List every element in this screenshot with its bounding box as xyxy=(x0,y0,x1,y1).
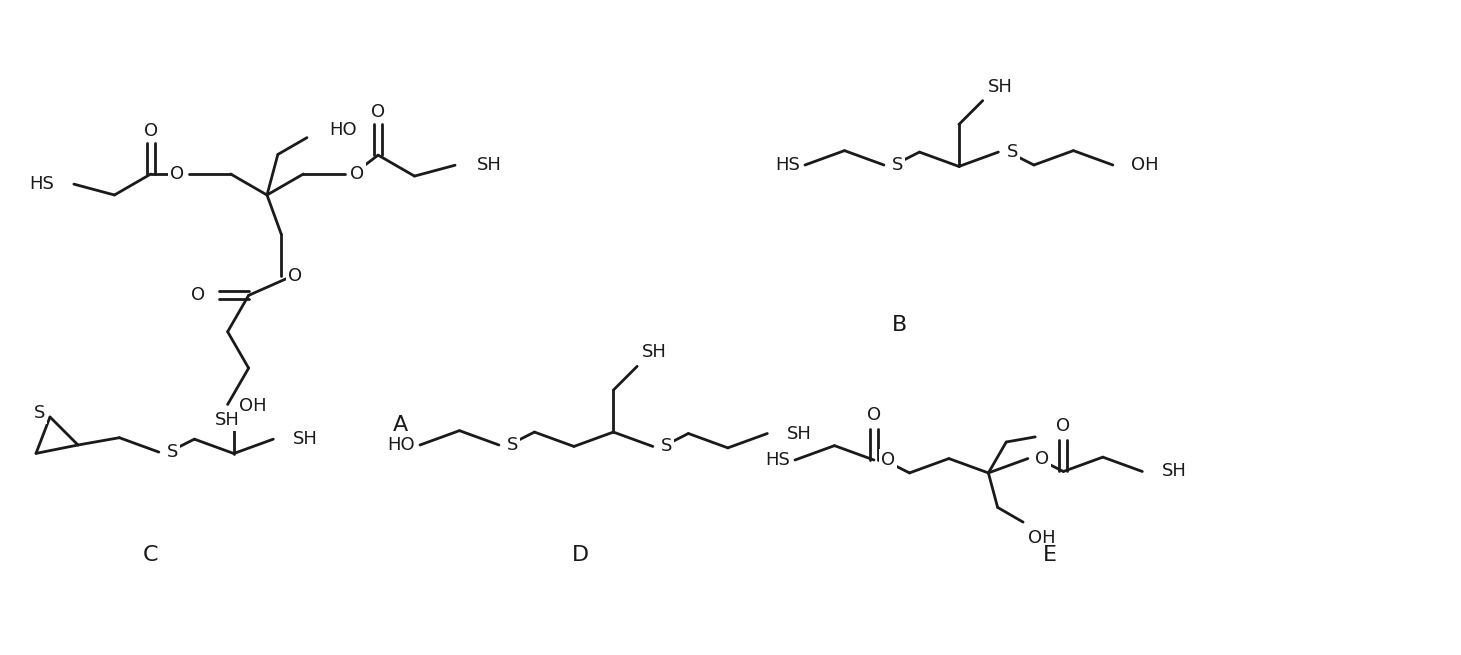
Text: A: A xyxy=(393,415,408,435)
Text: S: S xyxy=(167,443,178,461)
Text: O: O xyxy=(288,267,302,286)
Text: C: C xyxy=(142,545,158,565)
Text: B: B xyxy=(893,315,907,335)
Text: S: S xyxy=(662,438,672,455)
Text: O: O xyxy=(143,121,158,140)
Text: OH: OH xyxy=(1029,529,1056,547)
Text: OH: OH xyxy=(1131,156,1159,174)
Text: HO: HO xyxy=(329,121,356,139)
Text: D: D xyxy=(571,545,589,565)
Text: O: O xyxy=(191,286,205,305)
Text: S: S xyxy=(1007,143,1018,161)
Text: O: O xyxy=(169,165,184,183)
Text: SH: SH xyxy=(215,411,240,430)
Text: O: O xyxy=(866,405,881,424)
Text: S: S xyxy=(507,436,519,454)
Text: HO: HO xyxy=(387,436,415,454)
Text: OH: OH xyxy=(238,397,266,415)
Text: S: S xyxy=(34,404,45,422)
Text: SH: SH xyxy=(787,424,812,443)
Text: O: O xyxy=(1056,417,1071,435)
Text: SH: SH xyxy=(988,78,1012,96)
Text: O: O xyxy=(351,165,364,183)
Text: O: O xyxy=(371,103,386,121)
Text: O: O xyxy=(1034,449,1049,468)
Text: SH: SH xyxy=(643,343,668,362)
Text: SH: SH xyxy=(294,430,318,448)
Text: SH: SH xyxy=(1163,462,1188,481)
Text: O: O xyxy=(881,451,896,469)
Text: S: S xyxy=(893,156,903,174)
Text: HS: HS xyxy=(29,175,54,193)
Text: HS: HS xyxy=(776,156,801,174)
Text: E: E xyxy=(1043,545,1056,565)
Text: SH: SH xyxy=(478,157,503,174)
Text: HS: HS xyxy=(766,451,790,469)
